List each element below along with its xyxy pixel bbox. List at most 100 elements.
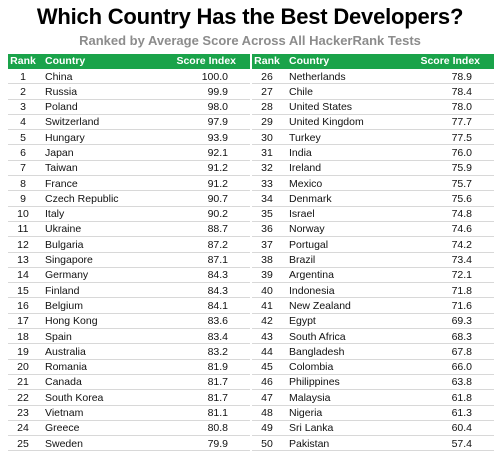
score-cell: 99.9 [207,85,228,98]
rank-cell: 35 [261,208,273,221]
score-cell: 81.1 [207,407,228,420]
table-row: 24 Greece 80.8 [8,421,250,437]
rank-cell: 39 [261,269,273,282]
rank-cell: 28 [261,101,273,114]
table-row: 30 Turkey 77.5 [252,130,494,146]
rank-cell: 44 [261,345,273,358]
score-cell: 75.6 [451,192,472,205]
table-row: 11 Ukraine 88.7 [8,222,250,238]
rank-cell: 19 [17,345,29,358]
header-country: Country [45,55,86,67]
score-cell: 88.7 [207,223,228,236]
score-cell: 98.0 [207,101,228,114]
rank-cell: 46 [261,376,273,389]
header-score: Score Index [420,55,480,67]
rank-cell: 22 [17,391,29,404]
rank-cell: 4 [20,116,26,129]
country-cell: Indonesia [289,284,335,297]
score-cell: 81.9 [207,361,228,374]
country-cell: South Korea [45,391,104,404]
country-cell: Israel [289,208,315,221]
rank-cell: 31 [261,146,273,159]
score-cell: 83.6 [207,315,228,328]
table-row: 18 Spain 83.4 [8,329,250,345]
table-row: 9 Czech Republic 90.7 [8,191,250,207]
rank-cell: 20 [17,361,29,374]
country-cell: France [45,177,78,190]
country-cell: Sweden [45,437,83,450]
country-cell: Ukraine [45,223,82,236]
score-cell: 78.4 [451,85,472,98]
score-cell: 93.9 [207,131,228,144]
rank-cell: 33 [261,177,273,190]
country-cell: Canada [45,376,82,389]
table-row: 1 China 100.0 [8,69,250,85]
table-row: 6 Japan 92.1 [8,145,250,161]
table-row: 15 Finland 84.3 [8,283,250,299]
table-row: 29 United Kingdom 77.7 [252,115,494,131]
rank-cell: 38 [261,254,273,267]
table-header: Rank Country Score Index [252,54,494,69]
score-cell: 76.0 [451,146,472,159]
table-row: 32 Ireland 75.9 [252,161,494,177]
table-row: 4 Switzerland 97.9 [8,115,250,131]
rank-cell: 23 [17,407,29,420]
rank-cell: 25 [17,437,29,450]
country-cell: Italy [45,208,65,221]
table-row: 38 Brazil 73.4 [252,253,494,268]
score-cell: 74.2 [451,238,472,251]
score-cell: 68.3 [451,330,472,343]
score-cell: 75.9 [451,162,472,175]
page-subtitle: Ranked by Average Score Across All Hacke… [79,33,421,48]
country-cell: Finland [45,284,80,297]
table-row: 17 Hong Kong 83.6 [8,314,250,330]
score-cell: 78.9 [451,70,472,83]
table-row: 33 Mexico 75.7 [252,176,494,192]
score-cell: 81.7 [207,391,228,404]
score-cell: 92.1 [207,146,228,159]
table-row: 22 South Korea 81.7 [8,390,250,406]
score-cell: 61.8 [451,391,472,404]
rank-cell: 26 [261,70,273,83]
rank-cell: 41 [261,299,273,312]
country-cell: Switzerland [45,116,100,129]
rank-cell: 18 [17,330,29,343]
country-cell: Argentina [289,269,334,282]
rank-cell: 27 [261,85,273,98]
rank-cell: 13 [17,254,29,267]
table-row: 23 Vietnam 81.1 [8,406,250,421]
country-cell: Spain [45,330,72,343]
table-row: 27 Chile 78.4 [252,84,494,100]
score-cell: 61.3 [451,407,472,420]
country-cell: Nigeria [289,407,323,420]
score-cell: 79.9 [207,437,228,450]
rank-cell: 48 [261,407,273,420]
country-cell: Chile [289,85,313,98]
table-row: 35 Israel 74.8 [252,207,494,222]
rank-cell: 47 [261,391,273,404]
score-cell: 72.1 [451,269,472,282]
country-cell: Brazil [289,254,316,267]
table-row: 3 Poland 98.0 [8,100,250,115]
rank-cell: 8 [20,177,26,190]
country-cell: South Africa [289,330,346,343]
table-row: 31 India 76.0 [252,145,494,161]
country-cell: Sri Lanka [289,422,334,435]
header-rank: Rank [10,55,36,67]
table-row: 21 Canada 81.7 [8,375,250,391]
score-cell: 100.0 [201,70,228,83]
country-cell: United States [289,101,353,114]
country-cell: New Zealand [289,299,351,312]
table-row: 8 France 91.2 [8,176,250,192]
country-cell: Hungary [45,131,85,144]
score-cell: 84.3 [207,284,228,297]
country-cell: Russia [45,85,78,98]
country-cell: United Kingdom [289,116,364,129]
header-rank: Rank [254,55,280,67]
table-row: 2 Russia 99.9 [8,84,250,100]
score-cell: 97.9 [207,116,228,129]
score-cell: 84.1 [207,299,228,312]
score-cell: 81.7 [207,376,228,389]
table-row: 47 Malaysia 61.8 [252,390,494,406]
table-row: 25 Sweden 79.9 [8,436,250,452]
